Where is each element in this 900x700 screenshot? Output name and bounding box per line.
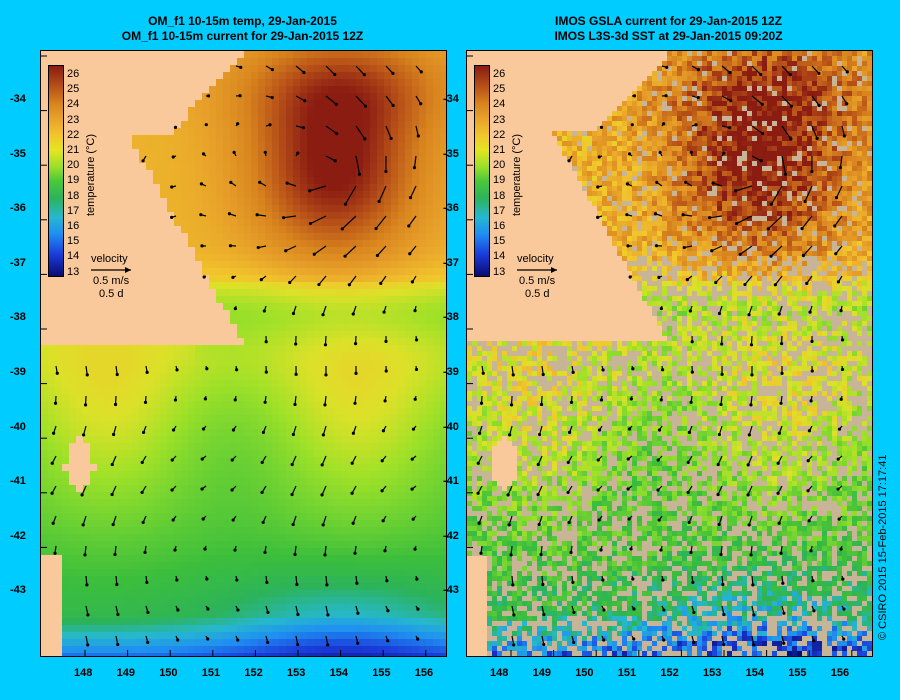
colorbar-tick-label: 19 (67, 174, 80, 187)
colorbar-tick-label: 26 (493, 68, 506, 80)
x-tick-label: 149 (532, 667, 551, 679)
x-tick-label: 151 (201, 667, 221, 679)
colorbar-tick-label: 18 (67, 189, 80, 202)
y-tick-label: -39 (443, 366, 459, 378)
colorbar-tick-label: 17 (67, 204, 80, 217)
y-tick-label: -41 (10, 475, 26, 488)
y-tick-label: -35 (10, 147, 26, 160)
colorbar-left (48, 65, 64, 277)
colorbar-tick-label: 21 (493, 144, 506, 156)
y-tick-label: -40 (443, 420, 459, 433)
colorbar-title-right: temperature (°C) (511, 133, 523, 216)
colorbar-tick-label: 17 (493, 204, 506, 217)
colorbar-tick-label: 25 (67, 83, 80, 96)
y-tick-label: -42 (10, 529, 26, 542)
x-tick-label: 155 (372, 667, 391, 679)
colorbar-tick-label: 14 (493, 250, 506, 263)
y-tick-label: -43 (10, 584, 26, 597)
left-title-line1: OM_f1 10-15m temp, 29-Jan-2015 (148, 14, 337, 28)
colorbar-tick-label: 23 (493, 113, 506, 126)
y-tick-label: -36 (10, 202, 26, 215)
x-tick-label: 152 (660, 667, 679, 679)
colorbar-tick-label: 24 (67, 98, 80, 111)
x-tick-label: 154 (329, 667, 348, 679)
x-tick-label: 156 (414, 667, 434, 679)
x-tick-label: 152 (244, 667, 263, 679)
satellite-sst-field (467, 51, 872, 656)
colorbar-tick-label: 22 (67, 128, 80, 141)
colorbar-tick-label: 20 (67, 159, 80, 172)
y-tick-label: -37 (443, 256, 459, 269)
velocity-speed-right: 0.5 m/s (519, 275, 556, 287)
colorbar-tick-label: 13 (67, 265, 80, 278)
velocity-label-right: velocity (517, 253, 554, 265)
x-tick-label: 150 (575, 667, 594, 679)
y-tick-label: -38 (10, 311, 26, 324)
y-tick-label: -37 (10, 256, 26, 269)
x-tick-label: 154 (745, 667, 764, 679)
y-tick-label: -35 (443, 147, 459, 160)
x-tick-label: 153 (287, 667, 306, 679)
x-tick-label: 148 (74, 667, 93, 679)
x-tick-label: 153 (703, 667, 722, 679)
velocity-speed-left: 0.5 m/s (93, 275, 130, 287)
model-temperature-map: 26 25 24 23 22 21 20 19 18 17 16 15 14 13 temperature… (40, 50, 447, 657)
colorbar-tick-label: 23 (67, 113, 80, 126)
colorbar-tick-label: 15 (67, 235, 80, 248)
y-tick-label: -40 (10, 420, 26, 433)
velocity-label-left: velocity (91, 253, 128, 265)
colorbar-tick-label: 20 (493, 159, 506, 172)
y-tick-label: -42 (443, 529, 459, 542)
y-tick-label: -41 (443, 475, 459, 488)
colorbar-tick-label: 16 (493, 220, 506, 232)
x-tick-label: 155 (788, 667, 807, 679)
velocity-duration-left: 0.5 d (99, 288, 124, 300)
y-tick-label: -38 (443, 311, 459, 324)
satellite-sst-map: 26 25 24 23 22 21 20 19 18 17 16 15 14 13 temperature… (466, 50, 873, 657)
x-tick-label: 149 (116, 667, 135, 679)
velocity-duration-right: 0.5 d (525, 288, 550, 300)
colorbar-tick-label: 15 (493, 235, 506, 248)
colorbar-title-left: temperature (°C) (85, 133, 97, 216)
colorbar-tick-label: 18 (493, 189, 506, 202)
left-title-line2: OM_f1 10-15m current for 29-Jan-2015 12Z (121, 29, 364, 43)
x-tick-label: 151 (617, 667, 637, 679)
x-tick-label: 150 (159, 667, 178, 679)
colorbar-tick-label: 22 (493, 128, 506, 141)
x-tick-label: 156 (830, 667, 850, 679)
y-tick-label: -36 (443, 202, 459, 215)
colorbar-tick-label: 26 (67, 68, 80, 80)
y-tick-label: -34 (443, 93, 459, 105)
y-tick-label: -39 (10, 366, 26, 378)
right-title-line2: IMOS L3S-3d SST at 29-Jan-2015 09:20Z (554, 29, 783, 43)
x-tick-label: 148 (490, 667, 509, 679)
colorbar-tick-label: 13 (493, 265, 506, 278)
colorbar-tick-label: 25 (493, 83, 506, 96)
colorbar-tick-label: 16 (67, 220, 80, 232)
model-temperature-field (41, 51, 446, 656)
colorbar-tick-label: 19 (493, 174, 506, 187)
colorbar-tick-label: 24 (493, 98, 506, 111)
copyright-timestamp: © CSIRO 2015 15-Feb-2015 17:17:41 (877, 454, 889, 640)
right-title-line1: IMOS GSLA current for 29-Jan-2015 12Z (555, 14, 782, 28)
colorbar-tick-label: 21 (67, 144, 80, 156)
y-tick-label: -43 (443, 584, 459, 597)
y-tick-label: -34 (10, 93, 26, 105)
colorbar-tick-label: 14 (67, 250, 80, 263)
colorbar-right (474, 65, 490, 277)
